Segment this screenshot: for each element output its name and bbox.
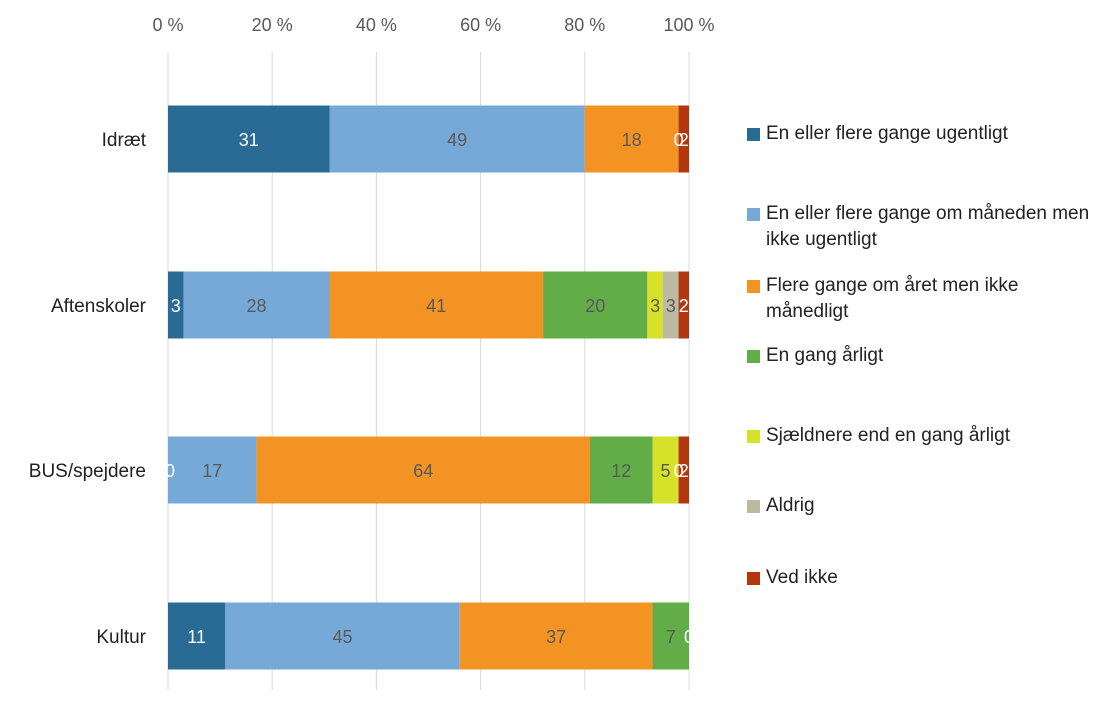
legend-swatch: [747, 430, 760, 443]
bar-segment: [652, 436, 679, 504]
legend-label: Ved ikke: [766, 567, 838, 588]
x-tick-label: 80 %: [564, 15, 605, 35]
bar-segment: [543, 271, 648, 339]
data-label: 18: [622, 130, 642, 150]
legend-swatch: [747, 350, 760, 363]
category-labels: Idræt Aftenskoler BUS/spejdere Kultur: [29, 130, 147, 648]
category-label: BUS/spejdere: [29, 461, 146, 482]
data-label: 45: [333, 627, 353, 647]
data-label: 0: [165, 461, 175, 481]
data-label: 0: [684, 627, 694, 647]
legend-swatch: [747, 500, 760, 513]
data-label: 37: [546, 627, 566, 647]
x-tick-label: 60 %: [460, 15, 501, 35]
x-axis-tick-labels: 0 % 20 % 40 % 60 % 80 % 100 %: [152, 15, 714, 35]
x-tick-label: 40 %: [356, 15, 397, 35]
data-label: 28: [247, 296, 267, 316]
bar-segment: [168, 602, 226, 670]
data-label: 41: [426, 296, 446, 316]
legend-swatch: [747, 572, 760, 585]
bar-segment: [652, 602, 689, 670]
legend-item: Aldrig: [747, 493, 1104, 519]
bar-segment: [459, 602, 653, 670]
x-tick-label: 20 %: [252, 15, 293, 35]
bar-segment: [168, 105, 330, 173]
legend-swatch: [747, 128, 760, 141]
category-label: Aftenskoler: [51, 296, 147, 317]
data-label: 12: [611, 461, 631, 481]
data-label: 11: [187, 627, 206, 647]
bar-segment: [662, 271, 679, 339]
bar-segment: [590, 436, 653, 504]
legend-item: Sjældnere end en gang årligt: [747, 423, 1104, 449]
legend-label: En eller flere gange ugentligt: [766, 123, 1008, 144]
bar-segment: [329, 271, 544, 339]
legend-swatch: [747, 208, 760, 221]
x-tick-label: 0 %: [152, 15, 183, 35]
data-label: 2: [679, 130, 689, 150]
legend-label: Sjældnere end en gang årligt: [766, 425, 1011, 446]
bar-segment: [678, 105, 689, 173]
legend-label: En gang årligt: [766, 345, 884, 366]
bar-segment: [168, 271, 184, 339]
bar-segment: [678, 271, 689, 339]
data-label: 3: [171, 296, 181, 316]
legend-swatch: [747, 280, 760, 293]
bar-segment: [329, 105, 585, 173]
legend-item: Flere gange om året men ikke månedligt: [747, 273, 1104, 325]
bar-segment: [256, 436, 591, 504]
data-label: 7: [666, 627, 676, 647]
legend-label: Flere gange om året men ikke månedligt: [766, 275, 1019, 322]
data-label: 0: [674, 461, 684, 481]
data-label: 2: [679, 461, 689, 481]
x-tick-label: 100 %: [663, 15, 714, 35]
legend-item: En eller flere gange om måneden men ikke…: [747, 201, 1104, 253]
data-label: 64: [413, 461, 433, 481]
category-label: Idræt: [102, 130, 147, 151]
bar-segment: [678, 436, 689, 504]
data-label: 2: [679, 296, 689, 316]
legend-item: En eller flere gange ugentligt: [747, 121, 1104, 147]
data-label: 20: [585, 296, 605, 316]
legend-item: Ved ikke: [747, 565, 1104, 591]
data-label: 49: [447, 130, 467, 150]
data-label: 17: [202, 461, 222, 481]
bar-segment: [225, 602, 460, 670]
data-label: 3: [666, 296, 676, 316]
data-label: 5: [661, 461, 671, 481]
legend-item: En gang årligt: [747, 343, 1104, 369]
data-label: 0: [674, 130, 684, 150]
bar-segment: [168, 436, 257, 504]
legend-label: Aldrig: [766, 495, 815, 516]
bar-segment: [183, 271, 330, 339]
legend-label: En eller flere gange om måneden men ikke…: [766, 203, 1090, 250]
data-label: 3: [650, 296, 660, 316]
bar-segment: [584, 105, 679, 173]
data-label: 31: [239, 130, 259, 150]
legend: En eller flere gange ugentligt En eller f…: [747, 0, 1104, 713]
bar-segment: [647, 271, 663, 339]
category-label: Kultur: [96, 627, 146, 648]
